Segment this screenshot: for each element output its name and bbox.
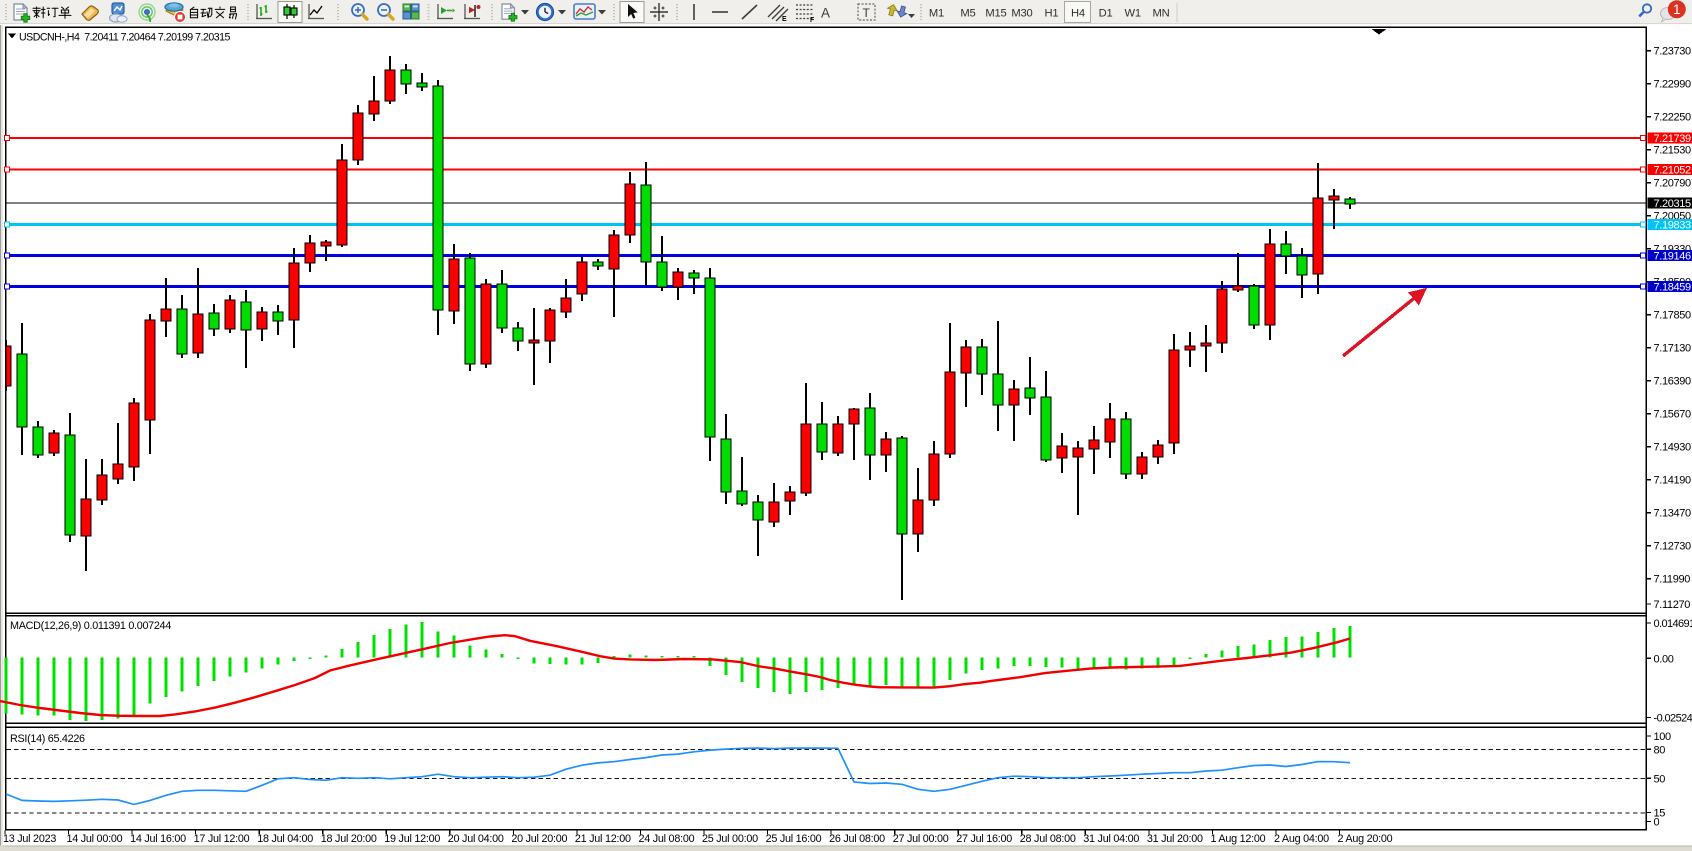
svg-text:50: 50 <box>1654 773 1666 785</box>
svg-text:21 Jul 12:00: 21 Jul 12:00 <box>575 833 631 845</box>
svg-text:7.19146: 7.19146 <box>1654 251 1692 263</box>
svg-text:H1: H1 <box>1045 8 1059 20</box>
svg-text:7.23730: 7.23730 <box>1654 46 1692 58</box>
svg-text:24 Jul 08:00: 24 Jul 08:00 <box>639 833 695 845</box>
svg-text:25 Jul 00:00: 25 Jul 00:00 <box>702 833 758 845</box>
svg-text:7.11990: 7.11990 <box>1654 574 1691 586</box>
svg-text:2 Aug 20:00: 2 Aug 20:00 <box>1338 833 1393 845</box>
svg-text:26 Jul 08:00: 26 Jul 08:00 <box>829 833 885 845</box>
svg-text:MACD(12,26,9) 0.011391 0.00724: MACD(12,26,9) 0.011391 0.007244 <box>10 620 171 632</box>
svg-text:2 Aug 04:00: 2 Aug 04:00 <box>1274 833 1329 845</box>
svg-text:USDCNH-,H4 7.20411 7.20464 7.: USDCNH-,H4 7.20411 7.20464 7.20199 7.203… <box>19 32 231 44</box>
svg-text:25 Jul 16:00: 25 Jul 16:00 <box>766 833 822 845</box>
svg-text:20 Jul 04:00: 20 Jul 04:00 <box>448 833 504 845</box>
svg-text:D1: D1 <box>1099 8 1113 20</box>
svg-text:7.17130: 7.17130 <box>1654 343 1692 355</box>
svg-text:31 Jul 04:00: 31 Jul 04:00 <box>1083 833 1139 845</box>
svg-text:7.11270: 7.11270 <box>1654 599 1691 611</box>
svg-text:28 Jul 08:00: 28 Jul 08:00 <box>1020 833 1076 845</box>
svg-text:31 Jul 20:00: 31 Jul 20:00 <box>1147 833 1203 845</box>
svg-text:7.16390: 7.16390 <box>1654 376 1692 388</box>
svg-text:7.20315: 7.20315 <box>1654 198 1692 210</box>
svg-text:27 Jul 00:00: 27 Jul 00:00 <box>893 833 949 845</box>
svg-text:13 Jul 2023: 13 Jul 2023 <box>3 833 56 845</box>
svg-text:RSI(14) 65.4226: RSI(14) 65.4226 <box>10 733 85 745</box>
svg-text:14 Jul 16:00: 14 Jul 16:00 <box>130 833 186 845</box>
svg-text:0.014691: 0.014691 <box>1654 618 1692 630</box>
svg-text:7.21739: 7.21739 <box>1654 133 1692 145</box>
svg-text:7.21530: 7.21530 <box>1654 145 1692 157</box>
svg-text:MN: MN <box>1153 8 1170 20</box>
svg-text:7.20790: 7.20790 <box>1654 178 1692 190</box>
svg-text:18 Jul 04:00: 18 Jul 04:00 <box>257 833 313 845</box>
svg-text:H4: H4 <box>1071 8 1085 20</box>
svg-text:0: 0 <box>1654 817 1660 829</box>
svg-text:M5: M5 <box>960 8 975 20</box>
svg-text:14 Jul 00:00: 14 Jul 00:00 <box>67 833 123 845</box>
svg-text:80: 80 <box>1654 744 1666 756</box>
svg-text:-0.02524: -0.02524 <box>1654 713 1692 725</box>
svg-text:7.21052: 7.21052 <box>1654 165 1692 177</box>
svg-text:17 Jul 12:00: 17 Jul 12:00 <box>194 833 250 845</box>
svg-text:15: 15 <box>1654 807 1666 819</box>
svg-text:T: T <box>863 6 871 20</box>
svg-text:7.18459: 7.18459 <box>1654 282 1692 294</box>
svg-text:7.12730: 7.12730 <box>1654 541 1692 553</box>
svg-text:7.17850: 7.17850 <box>1654 310 1692 322</box>
svg-text:27 Jul 16:00: 27 Jul 16:00 <box>956 833 1012 845</box>
svg-text:7.14190: 7.14190 <box>1654 475 1692 487</box>
svg-text:M1: M1 <box>929 8 944 20</box>
svg-text:100: 100 <box>1654 731 1672 743</box>
svg-text:F: F <box>810 17 815 24</box>
svg-text:7.13470: 7.13470 <box>1654 508 1692 520</box>
svg-text:7.14930: 7.14930 <box>1654 442 1692 454</box>
svg-text:7.19833: 7.19833 <box>1654 220 1692 232</box>
svg-text:M30: M30 <box>1011 8 1032 20</box>
svg-text:E: E <box>782 16 787 23</box>
svg-text:19 Jul 12:00: 19 Jul 12:00 <box>384 833 440 845</box>
svg-text:18 Jul 20:00: 18 Jul 20:00 <box>321 833 377 845</box>
svg-text:M15: M15 <box>985 8 1006 20</box>
svg-text:20 Jul 20:00: 20 Jul 20:00 <box>511 833 567 845</box>
svg-text:7.15670: 7.15670 <box>1654 409 1692 421</box>
svg-text:1: 1 <box>1673 2 1681 17</box>
svg-text:1 Aug 12:00: 1 Aug 12:00 <box>1211 833 1266 845</box>
svg-text:7.22990: 7.22990 <box>1654 79 1692 91</box>
svg-text:A: A <box>821 6 830 21</box>
svg-text:7.22250: 7.22250 <box>1654 112 1692 124</box>
svg-text:0.00: 0.00 <box>1654 653 1674 665</box>
svg-text:W1: W1 <box>1125 8 1141 20</box>
